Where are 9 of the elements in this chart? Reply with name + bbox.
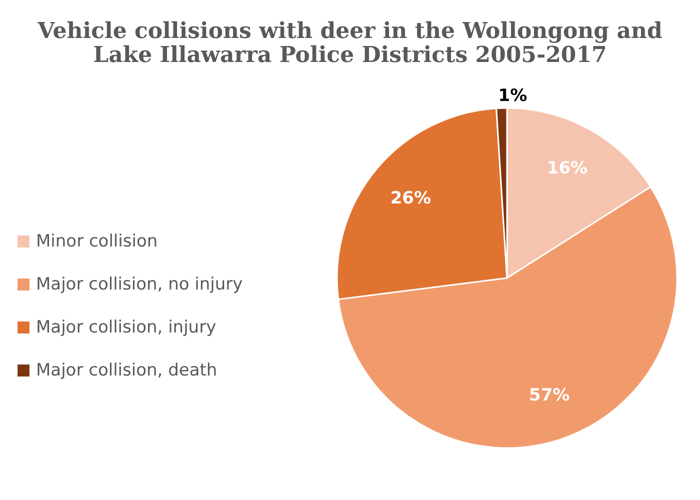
- data-label: 57%: [528, 386, 570, 406]
- legend-label: Major collision, injury: [36, 318, 216, 338]
- legend-label: Major collision, death: [36, 360, 218, 380]
- chart-title: Vehicle collisions with deer in the Wollongong and Lake Illawarra Police Districts 2005-2017: [36, 18, 662, 68]
- legend-label: Major collision, no injury: [36, 274, 243, 294]
- data-label: 16%: [546, 158, 588, 178]
- data-label: 1%: [498, 86, 528, 106]
- legend-label: Minor collision: [36, 232, 158, 252]
- data-label: 26%: [390, 188, 432, 208]
